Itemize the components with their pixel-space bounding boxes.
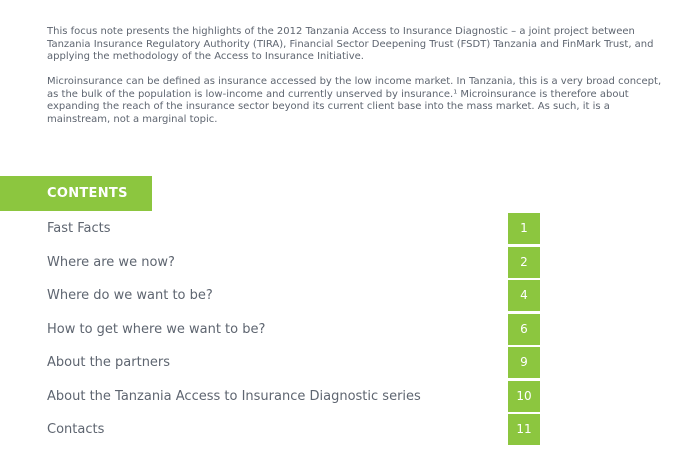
contents-title: CONTENTS	[47, 186, 128, 201]
toc-item-contacts[interactable]: Contacts 11	[0, 414, 700, 448]
toc-item-where-do-we-want-to-be[interactable]: Where do we want to be? 4	[0, 280, 700, 314]
toc-item-label[interactable]: How to get where we want to be?	[47, 321, 266, 337]
toc-item-fast-facts[interactable]: Fast Facts 1	[0, 213, 700, 247]
toc-item-label[interactable]: Where are we now?	[47, 254, 175, 270]
toc-item-label[interactable]: Contacts	[47, 422, 105, 437]
intro-paragraph-2: Microinsurance can be defined as insuran…	[47, 76, 662, 125]
toc-page-number[interactable]: 2	[508, 246, 540, 278]
toc-page-number[interactable]: 10	[508, 380, 540, 412]
toc-page-number[interactable]: 6	[508, 313, 540, 345]
toc-item-how-to-get-there[interactable]: How to get where we want to be? 6	[0, 313, 700, 348]
toc-page-number[interactable]: 11	[508, 414, 540, 445]
toc-item-label[interactable]: About the partners	[47, 355, 171, 370]
toc-item-about-the-diagnostic-series[interactable]: About the Tanzania Access to Insurance D…	[0, 380, 700, 415]
contents-header-bar: CONTENTS	[0, 176, 152, 211]
toc-item-label[interactable]: Fast Facts	[47, 221, 111, 236]
intro-text: This focus note presents the highlights …	[47, 26, 662, 139]
intro-paragraph-1: This focus note presents the highlights …	[47, 26, 654, 62]
toc-page-number[interactable]: 1	[508, 213, 540, 244]
toc-item-label[interactable]: About the Tanzania Access to Insurance D…	[47, 388, 421, 404]
toc-item-where-are-we-now[interactable]: Where are we now? 2	[0, 246, 700, 281]
table-of-contents: Fast Facts 1 Where are we now? 2 Where d…	[0, 213, 700, 448]
toc-page-number[interactable]: 9	[508, 347, 540, 378]
toc-item-about-the-partners[interactable]: About the partners 9	[0, 347, 700, 381]
toc-item-label[interactable]: Where do we want to be?	[47, 288, 213, 303]
toc-page-number[interactable]: 4	[508, 280, 540, 311]
